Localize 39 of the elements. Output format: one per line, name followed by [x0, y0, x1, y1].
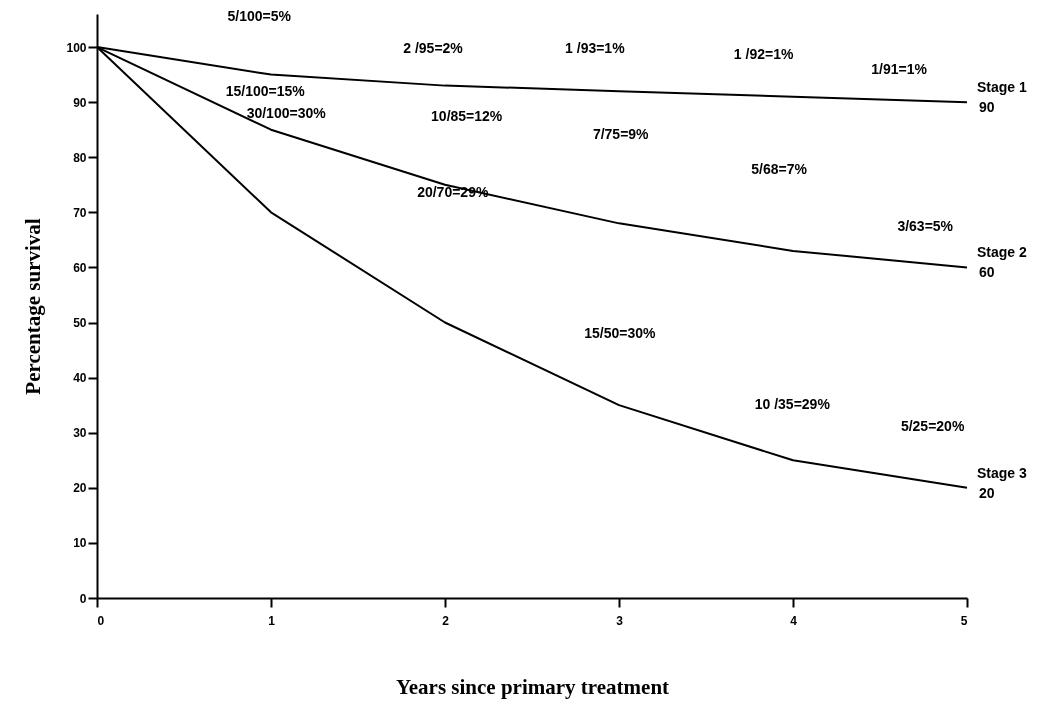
x-tick-label: 5: [960, 613, 968, 628]
y-axis-title: Percentage survival: [21, 218, 46, 395]
annotation: 1 /93=1%: [565, 40, 626, 57]
annotation: 30/100=30%: [246, 105, 327, 122]
y-tick-label: 90: [73, 95, 87, 110]
x-tick-label: 4: [790, 613, 798, 628]
series-label: Stage 2: [977, 244, 1028, 261]
annotation: 1 /92=1%: [733, 46, 794, 63]
x-tick-label: 3: [616, 613, 624, 628]
y-tick-label: 60: [73, 260, 87, 275]
annotation: 5/68=7%: [751, 160, 808, 177]
series-label: Stage 1: [977, 79, 1028, 96]
x-tick-label: 0: [97, 613, 105, 628]
y-tick-label: 20: [73, 481, 87, 496]
annotation: 1/91=1%: [871, 61, 928, 78]
x-tick-label: 1: [268, 613, 276, 628]
annotation: 7/75=9%: [592, 126, 650, 143]
series-label: Stage 3: [977, 464, 1028, 481]
annotation: 15/100=15%: [225, 83, 306, 100]
annotation: 2 /95=2%: [403, 40, 464, 57]
x-axis-title: Years since primary treatment: [395, 674, 670, 699]
y-tick-label: 70: [73, 205, 87, 220]
data-label: 90: [979, 99, 995, 116]
annotation: 5/25=20%: [900, 418, 965, 435]
annotation: 10 /35=29%: [754, 396, 831, 413]
y-tick-label: 50: [73, 316, 87, 331]
x-tick-label: 2: [442, 613, 450, 628]
annotation: 3/63=5%: [897, 218, 954, 235]
data-label: 60: [979, 264, 995, 281]
data-label: 20: [979, 484, 995, 501]
y-tick-label: 40: [73, 371, 87, 386]
y-tick-label: 30: [73, 426, 87, 441]
y-tick-label: 10: [73, 536, 87, 551]
annotation: 15/50=30%: [584, 324, 656, 341]
y-tick-label: 80: [73, 150, 87, 165]
y-tick-label: 100: [66, 40, 87, 55]
y-tick-label: 0: [79, 591, 87, 606]
annotation: 10/85=12%: [431, 108, 503, 125]
annotation: 5/100=5%: [227, 7, 292, 24]
